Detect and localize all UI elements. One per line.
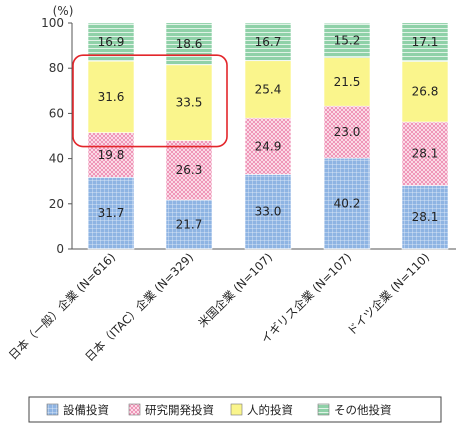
bar-value-label: 25.4 — [255, 82, 282, 96]
bar-segment-series-1 — [165, 140, 213, 201]
bar-segment-series-2 — [87, 60, 135, 133]
bar-value-label: 15.2 — [334, 33, 361, 47]
legend-label: 設備投資 — [63, 403, 109, 417]
bar-value-label: 31.6 — [98, 90, 125, 104]
bar-segment-series-1 — [87, 132, 135, 178]
y-tick-label: 20 — [49, 197, 64, 211]
bar-value-label: 16.7 — [255, 35, 282, 49]
bar-value-label: 17.1 — [412, 35, 439, 49]
bar-segment-series-2 — [401, 61, 449, 123]
bar-segment-series-2 — [165, 64, 213, 141]
bar-value-label: 26.8 — [412, 85, 439, 99]
bar-segment-series-0 — [244, 174, 292, 250]
legend-swatch-series-1 — [128, 403, 141, 416]
bar-value-label: 21.5 — [334, 75, 361, 89]
bar-segment-series-3 — [165, 22, 213, 66]
bar-value-label: 21.7 — [176, 217, 203, 231]
bar-value-label: 28.1 — [412, 210, 439, 224]
bar-segment-series-2 — [244, 60, 292, 119]
bar-value-label: 31.7 — [98, 206, 125, 220]
bar-value-label: 33.0 — [255, 205, 282, 219]
bar-value-label: 23.0 — [334, 125, 361, 139]
legend: 設備投資 研究開発投資 人的投資 その他投資 — [28, 396, 442, 423]
bar-segment-series-1 — [244, 117, 292, 175]
bar-value-label: 24.9 — [255, 139, 282, 153]
legend-label: 研究開発投資 — [145, 403, 214, 417]
bar-segment-series-0 — [323, 157, 371, 250]
y-tick-label: 60 — [49, 106, 64, 120]
bar-value-label: 18.6 — [176, 37, 203, 51]
bar-segment-series-1 — [401, 121, 449, 186]
bar-value-label: 40.2 — [334, 197, 361, 211]
bar-segment-series-2 — [323, 57, 371, 107]
legend-swatch-series-3 — [317, 403, 330, 416]
bar-segment-series-3 — [401, 22, 449, 62]
y-tick-label: 80 — [49, 61, 64, 75]
y-tick-label: 0 — [56, 242, 64, 256]
bar-segment-series-0 — [165, 199, 213, 250]
x-category-label: ドイツ企業 (N=110) — [344, 250, 432, 338]
x-category-label: 米国企業 (N=107) — [195, 250, 275, 330]
unit-label: (%) — [53, 4, 74, 18]
bar-segment-series-3 — [323, 22, 371, 58]
y-tick-label: 100 — [41, 16, 64, 30]
bar-value-label: 26.3 — [176, 163, 203, 177]
bar-value-label: 28.1 — [412, 147, 439, 161]
bar-value-label: 19.8 — [98, 148, 125, 162]
bar-segment-series-3 — [244, 22, 292, 62]
legend-swatch-series-2 — [230, 403, 243, 416]
y-tick-label: 40 — [49, 152, 64, 166]
bar-value-label: 33.5 — [176, 96, 203, 110]
highlight-box — [72, 54, 228, 148]
bar-segment-series-1 — [323, 105, 371, 159]
bar-segment-series-0 — [401, 185, 449, 250]
legend-label: その他投資 — [334, 403, 392, 417]
x-category-label: イギリス企業 (N=107) — [258, 250, 354, 346]
bar-value-label: 16.9 — [98, 35, 125, 49]
legend-label: 人的投資 — [247, 403, 293, 417]
legend-swatch-series-0 — [46, 403, 59, 416]
